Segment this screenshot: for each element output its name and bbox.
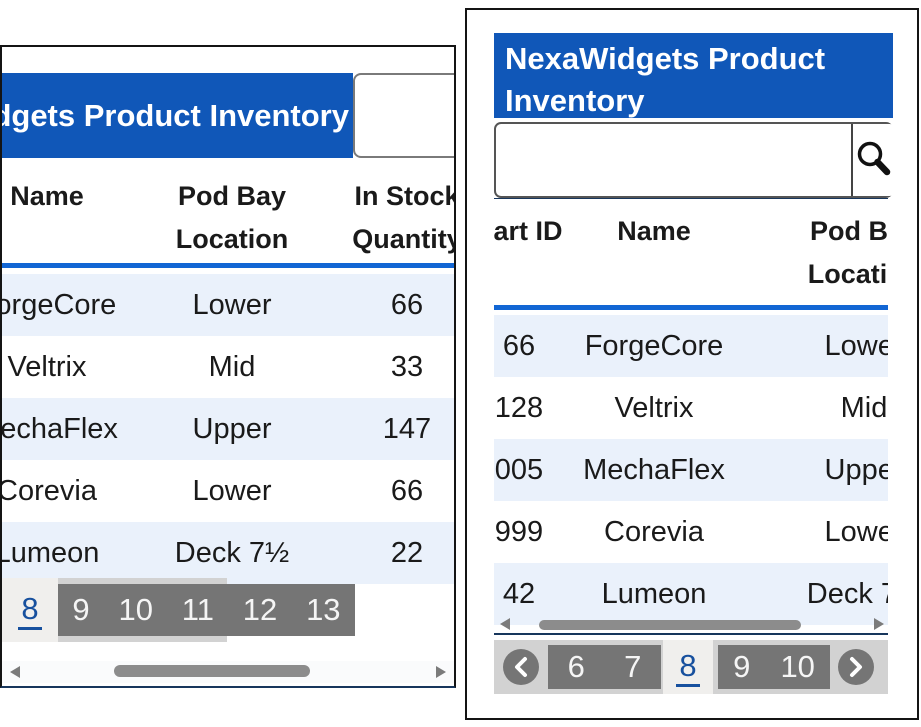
cell-quantity: 33 <box>390 351 424 383</box>
header-underline <box>2 263 454 268</box>
table-row: 999 Corevia Lower <box>494 501 888 563</box>
cell-name: ForgeCore <box>584 330 724 362</box>
cell-name: MechaFlex <box>0 413 118 445</box>
table-scroll-area: Part ID Name Pod Bay Location 66 ForgeCo… <box>494 198 888 635</box>
pagination-group: 9 10 <box>718 645 830 689</box>
page-button[interactable]: 6 <box>567 649 585 684</box>
scroll-right-arrow-icon[interactable] <box>436 666 446 678</box>
header-underline <box>494 305 888 310</box>
cell-name: Lumeon <box>601 578 707 610</box>
cell-part-id: 42 <box>502 578 536 610</box>
column-header-quantity[interactable]: In Stock Quantity <box>352 181 456 254</box>
scroll-left-arrow-icon[interactable] <box>10 666 20 678</box>
search-input[interactable] <box>496 124 851 196</box>
column-header-part-id[interactable]: Part ID <box>494 216 563 246</box>
page-button[interactable]: 9 <box>733 649 751 684</box>
page-button[interactable]: 11 <box>181 592 214 627</box>
cell-part-id: 66 <box>502 330 536 362</box>
cell-name: Veltrix <box>614 392 694 424</box>
scrollbar-thumb[interactable] <box>114 665 310 677</box>
cell-quantity: 147 <box>382 413 432 445</box>
table-row: Veltrix Mid 33 <box>2 336 454 398</box>
page-title: NexaWidgets Product Inventory <box>494 33 893 118</box>
table-row: MechaFlex Upper 147 <box>2 398 454 460</box>
table-row: 42 Lumeon Deck 7½ <box>494 563 888 625</box>
cell-location: Lower <box>192 475 272 507</box>
cell-location: Lower <box>824 330 889 362</box>
column-header-location[interactable]: Pod Bay Location <box>807 216 888 289</box>
table-row: Corevia Lower 66 <box>2 460 454 522</box>
cell-quantity: 66 <box>390 475 424 507</box>
cell-name: Corevia <box>604 516 704 548</box>
cell-name: Veltrix <box>7 351 87 383</box>
page-title: NexaWidgets Product Inventory <box>2 73 353 158</box>
page-number-current[interactable]: 8 <box>18 591 42 630</box>
cell-quantity: 66 <box>390 289 424 321</box>
table-row: 005 MechaFlex Upper <box>494 439 888 501</box>
inventory-widget-right: NexaWidgets Product Inventory Part ID Na… <box>465 8 919 720</box>
table-row: 66 ForgeCore Lower <box>494 315 888 377</box>
search-bar <box>494 122 895 198</box>
table-row: Lumeon Deck 7½ 22 <box>2 522 454 584</box>
cell-quantity: 22 <box>390 537 424 569</box>
chevron-left-icon <box>515 657 527 677</box>
scrollbar-thumb[interactable] <box>539 620 801 630</box>
cell-location: Mid <box>840 392 888 424</box>
cell-part-id: 005 <box>494 454 544 486</box>
pagination-group: 9 10 11 12 13 <box>58 584 355 636</box>
prev-page-button[interactable] <box>503 649 539 685</box>
cell-part-id: 999 <box>494 516 544 548</box>
scroll-left-arrow-icon[interactable] <box>500 618 510 630</box>
column-header-location[interactable]: Pod Bay Location <box>175 181 289 254</box>
cell-name: MechaFlex <box>583 454 725 486</box>
cell-location: Deck 7½ <box>174 537 290 569</box>
cell-location: Deck 7½ <box>806 578 888 610</box>
pagination-bar: 6 7 8 9 10 <box>494 640 888 694</box>
cell-location: Mid <box>208 351 256 383</box>
page-button[interactable]: 7 <box>624 649 642 684</box>
cell-name: Lumeon <box>0 537 100 569</box>
page-button-current[interactable]: 8 <box>2 578 58 642</box>
page-button[interactable]: 12 <box>242 592 278 627</box>
cell-location: Upper <box>824 454 889 486</box>
page-button-current[interactable]: 8 <box>663 640 713 694</box>
cell-name: ForgeCore <box>2 289 117 321</box>
page-button[interactable]: 9 <box>72 592 90 627</box>
chevron-right-icon <box>850 657 862 677</box>
page-button[interactable]: 10 <box>118 592 153 627</box>
cell-part-id: 128 <box>494 392 544 424</box>
page-number-current[interactable]: 8 <box>676 648 700 687</box>
column-header-name[interactable]: Name <box>617 216 691 246</box>
inventory-widget-left: NexaWidgets Product Inventory Name Pod B… <box>0 45 456 688</box>
pagination-group: 6 7 <box>548 645 661 689</box>
table-row: ForgeCore Lower 66 <box>2 274 454 336</box>
page-button[interactable]: 13 <box>306 592 341 627</box>
search-icon <box>857 141 891 176</box>
page-button[interactable]: 10 <box>780 649 815 684</box>
next-page-button[interactable] <box>838 649 874 685</box>
cell-name: Corevia <box>0 475 97 507</box>
column-header-name[interactable]: Name <box>10 181 84 211</box>
cell-location: Lower <box>824 516 889 548</box>
search-input[interactable] <box>353 73 454 158</box>
table-row: 128 Veltrix Mid <box>494 377 888 439</box>
cell-location: Upper <box>192 413 272 445</box>
search-button[interactable] <box>851 124 895 196</box>
scroll-right-arrow-icon[interactable] <box>874 618 884 630</box>
cell-location: Lower <box>192 289 272 321</box>
